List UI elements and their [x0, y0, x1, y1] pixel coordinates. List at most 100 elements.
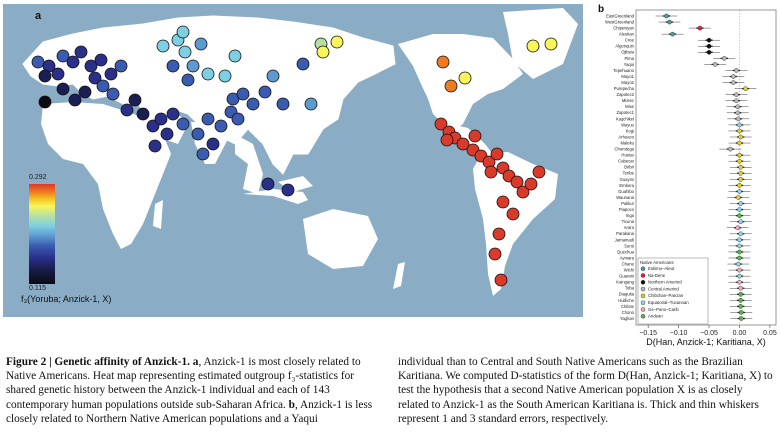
map-population-dot [526, 39, 540, 53]
legend-swatch [640, 280, 646, 285]
population-row: Ojibwa [621, 50, 720, 55]
map-population-dot [191, 127, 205, 141]
population-row: Piapoco [619, 207, 751, 212]
map-population-dot [261, 177, 275, 191]
population-label: Kaingang [616, 280, 634, 285]
map-population-dot [154, 112, 168, 126]
legend-item-label: Andean [648, 314, 663, 319]
map-population-dot [458, 71, 472, 85]
population-point [731, 80, 736, 85]
population-label: Chono [622, 310, 635, 315]
map-population-dot [226, 92, 240, 106]
population-row: EastGreenland [606, 13, 678, 18]
map-population-dot [492, 227, 506, 241]
population-label: Ojibwa [621, 50, 634, 55]
population-label: Surui [624, 243, 634, 248]
population-point [735, 110, 740, 116]
population-row: Aleutian [619, 32, 684, 37]
population-label: Arhuaco [618, 134, 634, 139]
map-population-dot [68, 93, 82, 107]
population-point [739, 310, 744, 315]
population-label: Teribe [623, 171, 635, 176]
population-row: Waunana [616, 195, 750, 200]
caption-text-right: individual than to Central and South Nat… [398, 356, 773, 425]
population-row: Mayo1 [621, 74, 745, 79]
colorbar-min: 0.115 [29, 285, 46, 292]
map-population-dot [176, 25, 190, 39]
map-population-dot [128, 93, 142, 107]
population-point [667, 19, 672, 25]
map-population-dot [490, 147, 504, 161]
population-point [738, 134, 743, 140]
population-label: Bribri [624, 165, 634, 170]
legend-item-label: Ge–Pano–Carib [648, 307, 679, 312]
population-point [737, 213, 742, 218]
map-population-dot [246, 97, 260, 111]
population-label: Aymara [620, 255, 635, 260]
x-tick-label: −0.10 [670, 330, 688, 337]
population-row: Chorotega [614, 146, 742, 152]
map-population-dot [496, 195, 510, 209]
map-population-dot [74, 45, 88, 59]
map-population-dot [231, 112, 245, 126]
population-point [728, 146, 733, 152]
population-point [737, 243, 742, 249]
population-row: Palikur [621, 201, 752, 206]
map-population-dot [88, 71, 102, 85]
landmass-greenland [503, 8, 578, 79]
population-point [734, 68, 739, 73]
population-label: Aleutian [619, 32, 635, 37]
population-point [737, 158, 742, 164]
population-label: Quechua [617, 249, 635, 254]
population-point [731, 74, 736, 79]
population-point [738, 298, 743, 303]
population-row: Wichi [624, 268, 751, 273]
population-label: Chane [622, 261, 635, 266]
population-label: Zapotec2 [617, 92, 635, 97]
population-label: Algonquin [615, 44, 634, 49]
population-point [735, 225, 740, 231]
population-label: EastGreenland [606, 13, 635, 18]
population-label: Wayuu [621, 122, 635, 127]
population-row: Parakana [616, 231, 752, 236]
population-point [712, 62, 718, 67]
legend-title: Native Americans: [640, 260, 675, 265]
population-label: Embera [619, 183, 634, 188]
map-population-dot [494, 273, 508, 287]
map-population-dot [436, 55, 450, 69]
caption-title: Figure 2 | Genetic affinity of Anzick-1. [6, 356, 190, 368]
group-legend: Native Americans: Eskimo–Aleut Na-Dene Nor… [637, 257, 709, 325]
population-row: Yaqui [624, 62, 727, 67]
caption-b-label: b [285, 398, 295, 411]
map-population-dot [38, 69, 52, 83]
population-row: Pima [624, 56, 736, 61]
map-population-dot [166, 107, 180, 121]
population-label: Cabecar [618, 159, 634, 164]
population-label: Palikur [621, 201, 634, 206]
population-row: Guaymi [620, 177, 752, 182]
map-population-dot [146, 119, 160, 133]
population-label: Pima [624, 56, 634, 61]
x-axis-title: D(Han, Anzick-1; Karitiana, X) [646, 337, 766, 347]
legend-item-label: Equatorial–Tucanoan [648, 300, 689, 305]
map-population-dot [258, 85, 272, 99]
population-point [737, 249, 742, 255]
population-label: Piapoco [619, 207, 635, 212]
map-population-dot [228, 49, 242, 63]
population-label: Guarani [619, 274, 634, 279]
population-row: Quechua [617, 249, 751, 255]
population-row: Teribe [623, 171, 752, 176]
legend-swatch [640, 286, 646, 292]
population-row: Toba [625, 286, 752, 291]
caption-a-label: a [189, 356, 199, 368]
population-row: Zapotec2 [617, 92, 748, 97]
population-row: Arara [624, 225, 749, 230]
map-population-dot [214, 119, 228, 133]
population-row: Cree [625, 38, 720, 43]
population-point [737, 273, 742, 279]
population-label: Yaghan [620, 316, 635, 321]
population-label: Mixe [625, 104, 635, 109]
population-point [738, 170, 743, 176]
landmass-eurasia [22, 15, 396, 175]
